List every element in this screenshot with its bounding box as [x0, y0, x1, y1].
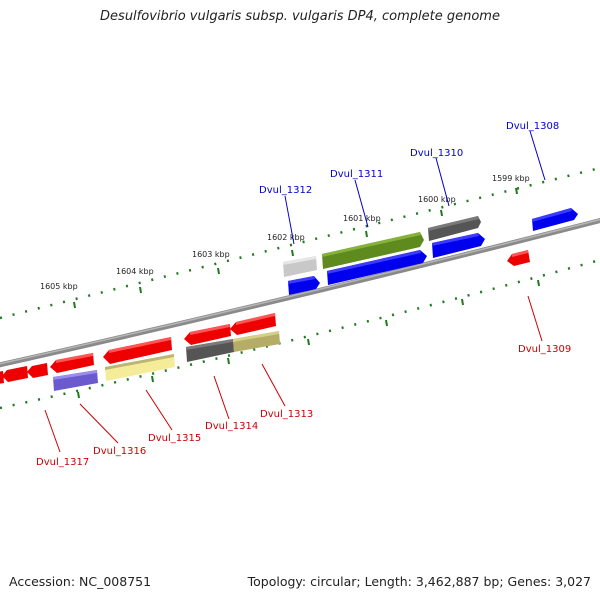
gene-feature[interactable]: [0, 371, 4, 385]
gene-feature: [288, 276, 315, 284]
scale-label: 1603 kbp: [192, 250, 230, 259]
gene-label[interactable]: Dvul_1316: [93, 446, 146, 457]
reverse-gene-labels: Dvul_1317 Dvul_1316 Dvul_1315 Dvul_1314 …: [36, 344, 571, 468]
gene-feature: [432, 233, 479, 246]
gene-feature: [105, 354, 174, 370]
gene-feature: [327, 250, 421, 274]
chromosome-backbone: [0, 217, 600, 368]
gene-feature: [233, 331, 279, 342]
gene-label[interactable]: Dvul_1309: [518, 344, 571, 355]
gene-feature[interactable]: [532, 208, 578, 231]
gene-label[interactable]: Dvul_1315: [148, 433, 201, 444]
gene-label[interactable]: Dvul_1312: [259, 185, 312, 196]
gene-feature: [186, 339, 233, 350]
gene-feature[interactable]: [105, 354, 175, 381]
forward-leader-lines: [284, 130, 546, 245]
forward-genes: [283, 208, 578, 295]
reverse-genes: [0, 250, 530, 391]
scale-labels: 1605 kbp 1604 kbp 1603 kbp 1602 kbp 1601…: [40, 174, 530, 291]
scale-label: 1604 kbp: [116, 267, 154, 276]
forward-gene-labels: Dvul_1312 Dvul_1311 Dvul_1310 Dvul_1308: [259, 121, 559, 196]
gene-feature: [109, 337, 171, 353]
gene-feature[interactable]: [103, 337, 172, 364]
gene-feature: [236, 313, 275, 325]
chromosome-backbone-highlight: [0, 218, 600, 365]
gene-feature[interactable]: [2, 366, 28, 382]
gene-feature: [190, 324, 230, 335]
accession-text: Accession: NC_008751: [9, 574, 152, 589]
gene-feature: [512, 250, 528, 257]
gene-label[interactable]: Dvul_1311: [330, 169, 383, 180]
scale-label: 1599 kbp: [492, 174, 530, 183]
reverse-major-ticks: [77, 279, 540, 399]
gene-feature: [53, 370, 97, 380]
gene-feature[interactable]: [233, 331, 280, 352]
scale-label: 1601 kbp: [343, 214, 381, 223]
gene-feature[interactable]: [322, 232, 424, 269]
gene-label[interactable]: Dvul_1317: [36, 457, 89, 468]
gene-feature[interactable]: [432, 233, 485, 258]
scale-label: 1600 kbp: [418, 195, 456, 204]
gene-feature: [428, 216, 479, 231]
gene-label[interactable]: Dvul_1310: [410, 148, 463, 159]
genome-summary-text: Topology: circular; Length: 3,462,887 bp…: [247, 574, 591, 589]
genome-title: Desulfovibrio vulgaris subsp. vulgaris D…: [100, 9, 500, 24]
gene-feature: [532, 208, 572, 222]
gene-feature: [283, 256, 316, 265]
forward-major-ticks: [73, 187, 518, 309]
gene-label[interactable]: Dvul_1314: [205, 421, 258, 432]
scale-label: 1602 kbp: [267, 233, 305, 242]
gene-feature[interactable]: [428, 216, 481, 241]
gene-feature: [56, 353, 93, 363]
gene-feature: [322, 232, 421, 257]
gene-feature[interactable]: [27, 363, 48, 378]
gene-label[interactable]: Dvul_1313: [260, 409, 313, 420]
gene-feature[interactable]: [230, 313, 276, 335]
scale-label: 1605 kbp: [40, 282, 78, 291]
gene-feature[interactable]: [327, 250, 427, 285]
gene-feature[interactable]: [186, 339, 234, 362]
gene-feature[interactable]: [184, 324, 231, 345]
reverse-leader-lines: [44, 295, 543, 453]
gene-label[interactable]: Dvul_1308: [506, 121, 559, 132]
gene-feature[interactable]: [50, 353, 94, 373]
